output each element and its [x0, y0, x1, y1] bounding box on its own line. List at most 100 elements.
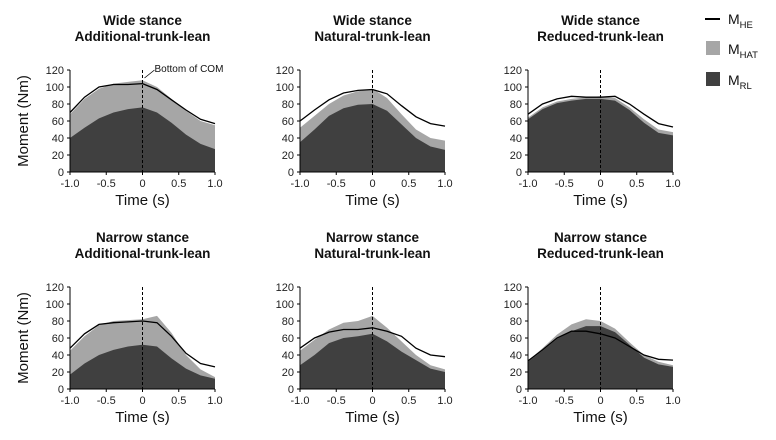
panel-title-line2: Natural-trunk-lean: [314, 29, 430, 44]
x-tick-label: -0.5: [327, 178, 346, 190]
panel-title-line1: Wide stance: [333, 13, 412, 28]
y-tick-label: 40: [52, 133, 64, 145]
y-tick-label: 40: [282, 350, 294, 362]
y-tick-label: 40: [510, 133, 522, 145]
y-tick-label: 60: [510, 333, 522, 345]
x-tick-label: 0.5: [629, 395, 644, 407]
y-tick-label: 120: [504, 282, 522, 294]
x-axis-label: Time (s): [115, 409, 169, 426]
x-tick-label: 0: [597, 395, 603, 407]
x-tick-label: 0.5: [629, 178, 644, 190]
y-tick-label: 0: [288, 167, 294, 179]
y-tick-label: 0: [58, 384, 64, 396]
panel-title-line1: Narrow stance: [96, 230, 190, 245]
x-axis-label: Time (s): [573, 192, 627, 209]
x-tick-label: 0: [139, 395, 145, 407]
legend-label-subscript: HE: [740, 20, 753, 31]
line-m-he: [69, 320, 216, 368]
legend-label-subscript: RL: [740, 81, 752, 92]
x-tick-label: 1.0: [665, 395, 680, 407]
y-tick-label: 80: [510, 316, 522, 328]
legend-item-he: MHE: [705, 11, 753, 31]
y-tick-label: 100: [504, 82, 522, 94]
y-tick-label: 20: [52, 367, 64, 379]
x-tick-label: 0: [139, 178, 145, 190]
y-tick-label: 80: [52, 99, 64, 111]
y-tick-label: 0: [288, 384, 294, 396]
legend-label-subscript: HAT: [740, 50, 758, 61]
y-tick-label: 20: [282, 367, 294, 379]
panel-title-line2: Reduced-trunk-lean: [537, 246, 664, 261]
y-tick-label: 0: [516, 384, 522, 396]
y-tick-label: 120: [276, 65, 294, 77]
legend-item-hat: MHAT: [706, 41, 758, 61]
y-tick-label: 100: [504, 299, 522, 311]
panel-title-line2: Additional-trunk-lean: [75, 246, 211, 261]
x-tick-label: 1.0: [665, 178, 680, 190]
panel-title-line1: Narrow stance: [326, 230, 420, 245]
x-tick-label: -1.0: [519, 395, 538, 407]
x-tick-label: -0.5: [97, 395, 116, 407]
x-tick-label: -1.0: [291, 395, 310, 407]
legend-item-rl: MRL: [706, 72, 752, 92]
panel-title-line2: Natural-trunk-lean: [314, 246, 430, 261]
y-axis-label: Moment (Nm): [15, 75, 32, 167]
y-tick-label: 80: [52, 316, 64, 328]
panel-title-line1: Narrow stance: [554, 230, 648, 245]
y-tick-label: 100: [276, 299, 294, 311]
y-axis-label: Moment (Nm): [15, 292, 32, 384]
panel-title-line2: Reduced-trunk-lean: [537, 29, 664, 44]
y-tick-label: 120: [504, 65, 522, 77]
x-tick-label: 1.0: [437, 178, 452, 190]
legend: MHE MHAT MRL: [705, 11, 758, 92]
annotation-leader: [144, 69, 155, 79]
y-tick-label: 80: [282, 316, 294, 328]
x-tick-label: 0.5: [171, 178, 186, 190]
y-tick-label: 0: [58, 167, 64, 179]
y-tick-label: 120: [46, 282, 64, 294]
x-tick-label: -1.0: [519, 178, 538, 190]
x-tick-label: -1.0: [61, 395, 80, 407]
panel-title-line2: Additional-trunk-lean: [75, 29, 211, 44]
y-tick-label: 60: [52, 116, 64, 128]
y-tick-label: 0: [516, 167, 522, 179]
y-tick-label: 100: [46, 82, 64, 94]
legend-label: MRL: [728, 72, 752, 92]
x-tick-label: -0.5: [555, 178, 574, 190]
y-tick-label: 40: [52, 350, 64, 362]
y-tick-label: 120: [46, 65, 64, 77]
y-tick-label: 40: [510, 350, 522, 362]
x-tick-label: 0.5: [401, 178, 416, 190]
legend-label: MHAT: [728, 41, 758, 61]
y-tick-label: 60: [52, 333, 64, 345]
legend-label: MHE: [728, 11, 753, 31]
x-tick-label: 0: [369, 178, 375, 190]
y-tick-label: 80: [510, 99, 522, 111]
y-tick-label: 20: [510, 367, 522, 379]
panel-title-line1: Wide stance: [103, 13, 182, 28]
annotation-text: Bottom of COM: [155, 64, 224, 75]
x-tick-label: 1.0: [207, 395, 222, 407]
legend-swatch-box: [706, 41, 720, 55]
y-tick-label: 20: [510, 150, 522, 162]
y-tick-label: 120: [276, 282, 294, 294]
x-tick-label: -1.0: [61, 178, 80, 190]
x-tick-label: 1.0: [437, 395, 452, 407]
y-tick-label: 60: [510, 116, 522, 128]
x-tick-label: 0.5: [401, 395, 416, 407]
x-tick-label: 0.5: [171, 395, 186, 407]
x-tick-label: 1.0: [207, 178, 222, 190]
x-tick-label: -0.5: [327, 395, 346, 407]
x-axis-label: Time (s): [345, 409, 399, 426]
area-m-rl: [70, 107, 215, 172]
y-tick-label: 40: [282, 133, 294, 145]
y-tick-label: 60: [282, 116, 294, 128]
x-tick-label: -0.5: [555, 395, 574, 407]
line-m-he: [299, 88, 446, 127]
